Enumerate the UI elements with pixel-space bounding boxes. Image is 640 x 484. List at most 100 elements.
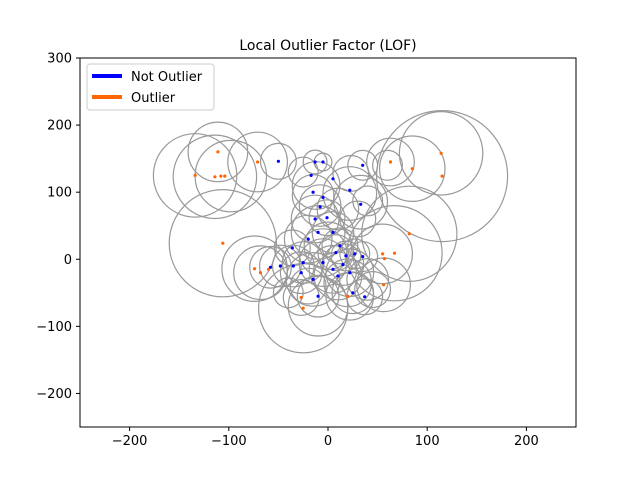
lof-score-ring	[372, 149, 404, 181]
lof-score-ring	[352, 185, 384, 217]
outlier-point	[388, 160, 393, 164]
y-tick-label: −200	[36, 387, 72, 402]
data-points	[193, 150, 444, 310]
inlier-point	[361, 163, 365, 167]
lof-score-ring	[398, 111, 484, 196]
outlier-point	[392, 251, 397, 255]
outlier-point	[219, 174, 223, 178]
lof-score-ring	[259, 244, 302, 288]
lof-score-ring	[339, 200, 377, 238]
lof-score-ring	[347, 149, 379, 181]
lof-score-ring	[283, 214, 333, 264]
outlier-point	[382, 257, 387, 261]
outlier-point	[382, 283, 386, 287]
outlier-point	[223, 174, 227, 178]
lof-score-ring	[285, 251, 341, 307]
x-axis: −200 −100 0 100 200	[112, 427, 539, 449]
outlier-point	[381, 252, 385, 256]
outlier-point	[346, 294, 350, 298]
lof-score-ring	[272, 277, 304, 309]
lof-score-ring	[321, 227, 359, 265]
lof-score-ring	[152, 133, 238, 218]
lof-score-ring	[290, 204, 346, 260]
y-tick-label: 100	[47, 186, 72, 201]
lof-score-ring	[302, 149, 328, 175]
inlier-point	[321, 261, 325, 265]
legend: Not Outlier Outlier	[86, 63, 215, 111]
inlier-point	[278, 264, 282, 268]
lof-score-ring	[316, 187, 360, 231]
lof-score-ring	[331, 271, 375, 315]
outlier-point	[439, 151, 443, 155]
lof-score-ring	[323, 258, 373, 308]
x-tick-label: 100	[415, 434, 440, 449]
outlier-point	[407, 232, 411, 236]
legend-label-outlier: Outlier	[131, 91, 176, 106]
inlier-point	[306, 237, 310, 241]
inlier-point	[359, 202, 363, 206]
outlier-point	[253, 267, 257, 271]
lof-score-ring	[298, 238, 348, 288]
inlier-point	[316, 230, 320, 234]
y-axis: −200 −100 0 100 200 300	[36, 52, 80, 402]
lof-score-ring	[308, 199, 346, 237]
chart-title: Local Outlier Factor (LOF)	[239, 38, 416, 54]
outlier-point	[193, 173, 197, 177]
outlier-point	[440, 174, 444, 178]
x-tick-label: 200	[514, 434, 539, 449]
inlier-point	[316, 294, 320, 298]
inlier-point	[331, 230, 335, 234]
inlier-point	[313, 217, 317, 221]
lof-score-ring	[366, 137, 415, 187]
inlier-point	[313, 160, 317, 164]
lof-score-ring	[249, 245, 292, 289]
lof-score-ring	[282, 279, 320, 317]
lof-score-ring	[168, 189, 278, 298]
inlier-point	[341, 263, 345, 267]
inlier-point	[336, 274, 340, 278]
outlier-point	[301, 306, 305, 310]
inlier-point	[325, 216, 329, 220]
lof-score-ring	[259, 142, 297, 180]
lof-score-ring	[172, 134, 258, 220]
x-tick-label: −100	[211, 434, 247, 449]
inlier-point	[309, 173, 313, 177]
inlier-point	[321, 160, 325, 164]
inlier-point	[348, 271, 352, 275]
lof-score-ring	[271, 244, 315, 288]
inlier-point	[361, 255, 365, 259]
lof-score-ring	[346, 258, 390, 301]
outlier-point	[266, 267, 271, 271]
inlier-point	[331, 267, 335, 271]
outlier-point	[213, 175, 217, 179]
inlier-point	[321, 195, 325, 200]
lof-score-ring	[289, 267, 327, 305]
outlier-point	[410, 167, 414, 171]
y-tick-label: 0	[64, 253, 72, 268]
x-tick-label: 0	[324, 434, 332, 449]
outlier-point	[258, 271, 263, 275]
inlier-point	[351, 291, 355, 295]
inlier-point	[334, 251, 338, 255]
inlier-point	[311, 190, 315, 194]
inlier-point	[353, 252, 357, 256]
lof-score-ring	[361, 185, 458, 283]
inlier-point	[348, 188, 352, 192]
inlier-point	[268, 265, 273, 269]
y-tick-label: −100	[36, 320, 72, 335]
inlier-point	[301, 261, 305, 265]
inlier-point	[291, 264, 295, 268]
y-tick-label: 300	[47, 52, 72, 67]
y-tick-label: 200	[47, 119, 72, 134]
outlier-point	[299, 295, 303, 300]
lof-score-ring	[333, 174, 389, 230]
lof-score-ring	[378, 135, 446, 203]
legend-label-not-outlier: Not Outlier	[131, 70, 203, 85]
inlier-point	[311, 277, 315, 281]
inlier-point	[338, 244, 342, 248]
inlier-point	[276, 159, 280, 163]
lof-score-ring	[354, 271, 392, 309]
lof-score-ring	[279, 251, 323, 295]
